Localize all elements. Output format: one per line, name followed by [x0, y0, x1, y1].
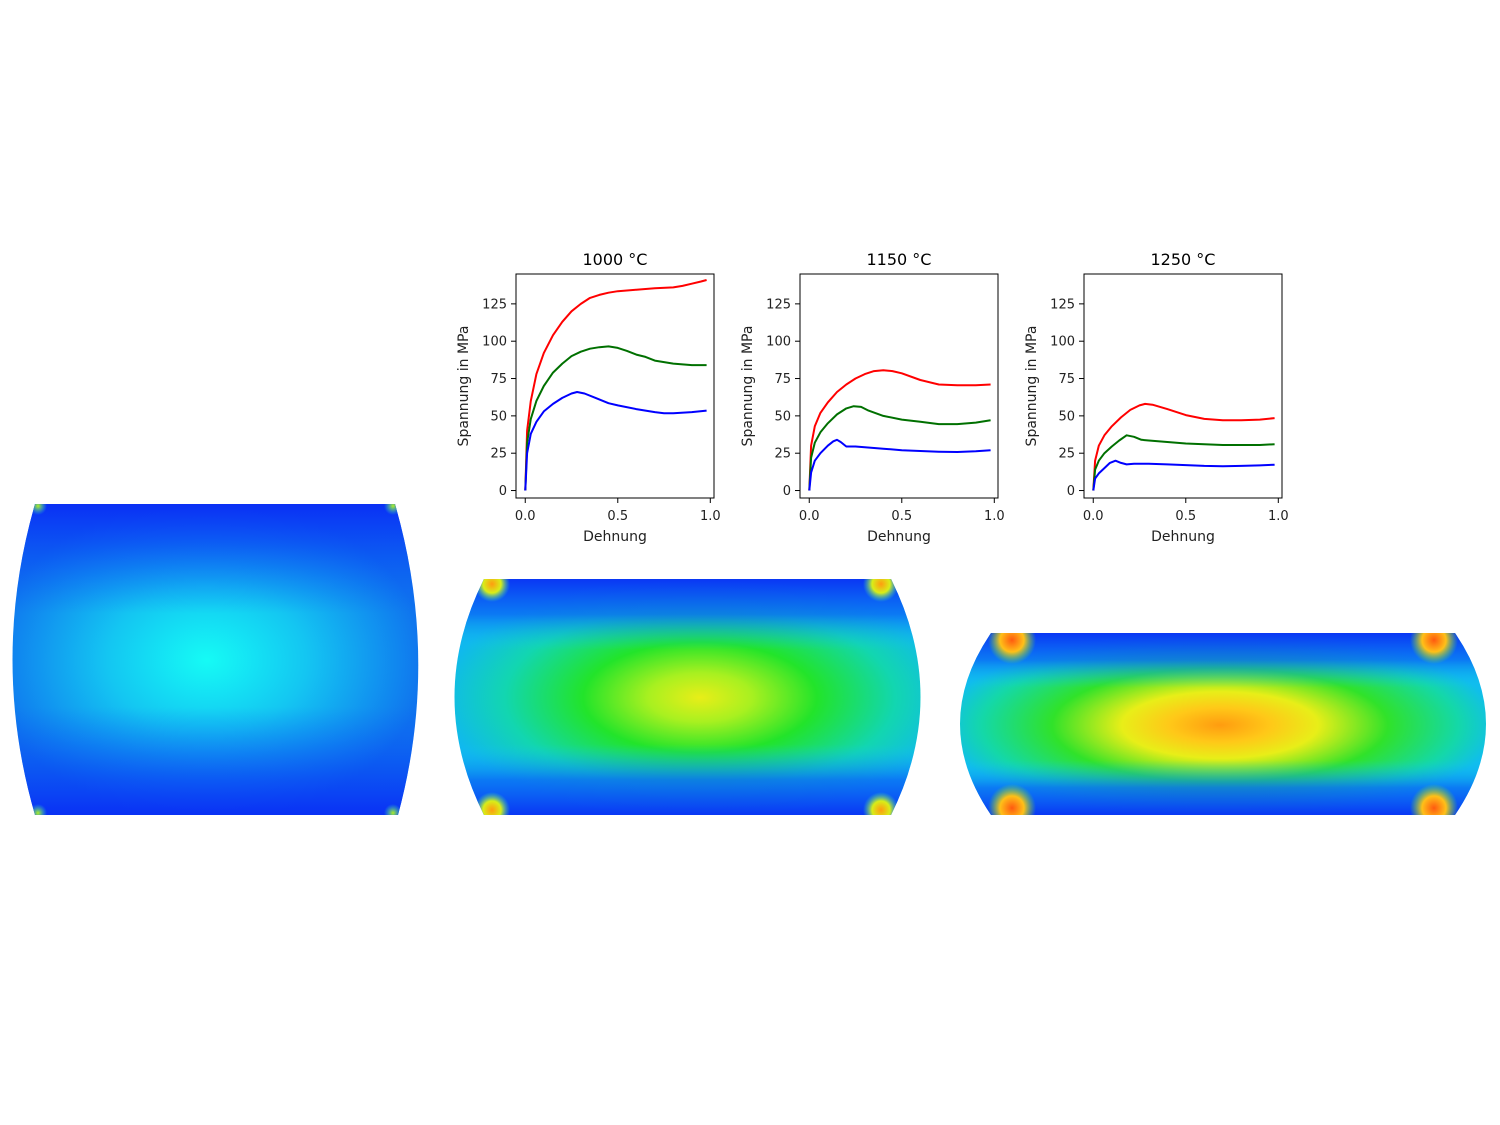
y-axis-label: Spannung in MPa — [1024, 326, 1040, 447]
fe-contour-plot-3 — [960, 633, 1486, 815]
x-tick-label: 1.0 — [984, 509, 1005, 524]
x-tick-label: 0.5 — [1175, 509, 1196, 524]
series-line-3 — [1092, 459, 1275, 491]
y-tick-label: 100 — [1050, 335, 1075, 350]
y-tick-label: 125 — [766, 297, 791, 312]
x-tick-label: 0.5 — [607, 509, 628, 524]
y-tick-label: 100 — [766, 335, 791, 350]
series-line-2 — [524, 345, 707, 491]
y-tick-label: 25 — [490, 447, 507, 462]
chart-title: 1150 °C — [867, 250, 932, 269]
y-tick-label: 0 — [783, 484, 791, 499]
chart-2: 0.0 0.5 1.0 0 25 50 75 100 125 1150 °C Dehnung Span… — [740, 250, 1005, 545]
series-line-1 — [808, 369, 991, 491]
y-tick-label: 0 — [1067, 484, 1075, 499]
x-axis-label: Dehnung — [867, 529, 931, 545]
series-line-2 — [1092, 434, 1275, 491]
y-tick-label: 125 — [482, 297, 507, 312]
y-tick-label: 50 — [774, 409, 791, 424]
y-tick-label: 50 — [1058, 409, 1075, 424]
chart-3: 0.0 0.5 1.0 0 25 50 75 100 125 1250 °C Dehnung Span… — [1024, 250, 1289, 545]
x-tick-label: 0.0 — [515, 509, 536, 524]
series-line-3 — [524, 391, 707, 491]
plot-frame — [799, 273, 999, 499]
series-line-3 — [808, 438, 991, 491]
x-tick-label: 0.0 — [799, 509, 820, 524]
y-tick-label: 25 — [774, 447, 791, 462]
plot-frame — [1083, 273, 1283, 499]
x-axis-label: Dehnung — [1151, 529, 1215, 545]
y-tick-label: 100 — [482, 335, 507, 350]
series-line-1 — [524, 279, 707, 491]
x-tick-label: 0.5 — [891, 509, 912, 524]
stress-strain-charts: 0.0 0.5 1.0 0 25 50 75 100 125 1000 °C Dehnung Span… — [456, 250, 1289, 545]
y-tick-label: 25 — [1058, 447, 1075, 462]
y-tick-label: 75 — [774, 372, 791, 387]
chart-1: 0.0 0.5 1.0 0 25 50 75 100 125 1000 °C Dehnung Span… — [456, 250, 721, 545]
chart-title: 1000 °C — [583, 250, 648, 269]
y-tick-label: 0 — [499, 484, 507, 499]
plot-frame — [515, 273, 715, 499]
series-line-2 — [808, 405, 991, 491]
fe-contour-plot-1 — [12, 504, 419, 815]
y-axis-label: Spannung in MPa — [740, 326, 756, 447]
x-axis-label: Dehnung — [583, 529, 647, 545]
y-tick-label: 75 — [1058, 372, 1075, 387]
x-tick-label: 0.0 — [1083, 509, 1104, 524]
series-line-1 — [1092, 402, 1275, 491]
y-tick-label: 75 — [490, 372, 507, 387]
y-tick-label: 50 — [490, 409, 507, 424]
y-tick-label: 125 — [1050, 297, 1075, 312]
chart-title: 1250 °C — [1151, 250, 1216, 269]
fe-contour-plot-2 — [454, 579, 921, 815]
y-axis-label: Spannung in MPa — [456, 326, 472, 447]
x-tick-label: 1.0 — [700, 509, 721, 524]
x-tick-label: 1.0 — [1268, 509, 1289, 524]
